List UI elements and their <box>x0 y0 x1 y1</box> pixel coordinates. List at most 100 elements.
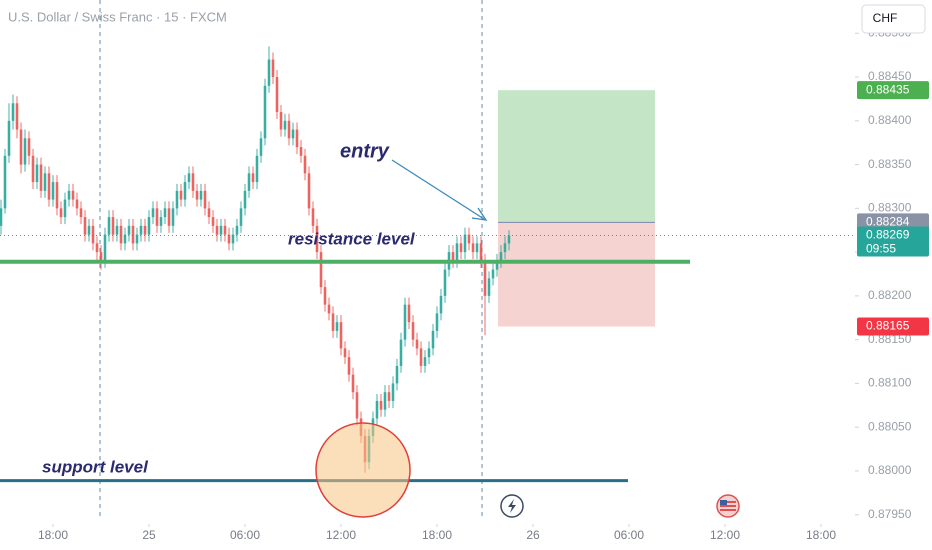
currency-label: CHF <box>873 11 898 25</box>
candle-body <box>235 225 239 235</box>
candle-body <box>127 225 131 235</box>
candle-body <box>411 322 415 340</box>
candle-body <box>499 252 503 261</box>
x-tick-label: 18:00 <box>806 528 836 542</box>
x-tick-label: 18:00 <box>422 528 452 542</box>
candle-body <box>59 208 63 218</box>
y-tick-label: 0.88400 <box>868 113 912 127</box>
candle-body <box>467 234 471 244</box>
candle-body <box>171 208 175 226</box>
candle-body <box>15 103 19 130</box>
candle-body <box>471 243 475 253</box>
candle-body <box>287 120 291 139</box>
y-tick-label: 0.88450 <box>868 69 912 83</box>
candle-body <box>323 287 327 305</box>
candle-body <box>183 182 187 200</box>
y-tick-label: 0.88100 <box>868 376 912 390</box>
candle-body <box>415 339 419 349</box>
candle-body <box>239 208 243 226</box>
candle-body <box>355 392 359 419</box>
y-tick-label: 0.88050 <box>868 419 912 433</box>
candle-body <box>351 374 355 393</box>
candle-body <box>307 173 311 209</box>
y-tick-label: 0.88000 <box>868 463 912 477</box>
candle-body <box>343 348 347 358</box>
candle-body <box>391 383 395 401</box>
candle-body <box>175 190 179 209</box>
candle-body <box>267 59 271 86</box>
candle-body <box>91 225 95 244</box>
position-tool <box>498 90 655 327</box>
profit-zone <box>498 90 655 223</box>
candle-body <box>211 217 215 226</box>
y-tick-label: 0.88200 <box>868 288 912 302</box>
flag-stripe <box>720 509 736 511</box>
candle-body <box>479 243 483 261</box>
candle-body <box>55 182 59 209</box>
time-axis: 18:00 25 06:00 12:00 18:00 26 06:00 12:00 18:00 <box>38 524 836 542</box>
candle-body <box>23 138 27 165</box>
candle-body <box>443 269 447 296</box>
candle-body <box>19 129 23 165</box>
candle-body <box>227 234 231 244</box>
loss-zone <box>498 222 655 327</box>
candle-body <box>295 129 299 148</box>
candle-body <box>27 138 31 156</box>
candle-body <box>115 225 119 235</box>
candle-body <box>335 322 339 331</box>
currency-button[interactable] <box>861 4 926 34</box>
candle-body <box>51 182 55 200</box>
x-tick-label: 26 <box>526 528 540 542</box>
candle-body <box>275 77 279 113</box>
candle-body <box>95 243 99 253</box>
candle-body <box>35 164 39 183</box>
candle-body <box>119 225 123 244</box>
candle-body <box>207 208 211 218</box>
candle-body <box>271 59 275 78</box>
candle-body <box>291 129 295 139</box>
candle-body <box>63 199 67 218</box>
candle-body <box>143 225 147 235</box>
candle-body <box>83 217 87 235</box>
candle-body <box>327 304 331 314</box>
candle-body <box>31 155 35 183</box>
candle-body <box>507 235 511 244</box>
candle-body <box>215 225 219 235</box>
candle-body <box>179 190 183 200</box>
lightning <box>508 499 516 513</box>
candle-body <box>379 400 383 410</box>
candle-body <box>247 173 251 191</box>
target-price-bg <box>857 81 929 100</box>
candle-body <box>339 322 343 349</box>
candle-body <box>111 217 115 235</box>
candle-body <box>47 173 51 200</box>
flag-stripe <box>720 505 736 507</box>
candle-body <box>139 225 143 235</box>
x-tick-label: 18:00 <box>38 528 68 542</box>
candle-body <box>483 260 487 296</box>
y-tick-label: 0.87950 <box>868 507 912 521</box>
candle-body <box>283 120 287 130</box>
candle-body <box>495 260 499 270</box>
candle-body <box>123 234 127 244</box>
chart-title: U.S. Dollar / Swiss Franc · 15 · FXCM <box>8 9 227 24</box>
candle-body <box>195 190 199 200</box>
candle-body <box>427 348 431 358</box>
x-tick-label: 12:00 <box>710 528 740 542</box>
candle-body <box>167 208 171 226</box>
candle-body <box>11 103 15 121</box>
candle-body <box>231 234 235 244</box>
candle-body <box>251 173 255 183</box>
candle-body <box>43 173 47 191</box>
stop-price: 0.88165 <box>866 319 910 333</box>
candle-body <box>451 252 455 261</box>
candle-body <box>395 365 399 384</box>
candle-body <box>71 190 75 200</box>
candle-body <box>407 304 411 323</box>
flag-stripe <box>720 501 736 503</box>
candle-body <box>279 112 283 130</box>
countdown: 09:55 <box>866 242 896 256</box>
target-price: 0.88435 <box>866 82 910 96</box>
candle-body <box>147 217 151 235</box>
